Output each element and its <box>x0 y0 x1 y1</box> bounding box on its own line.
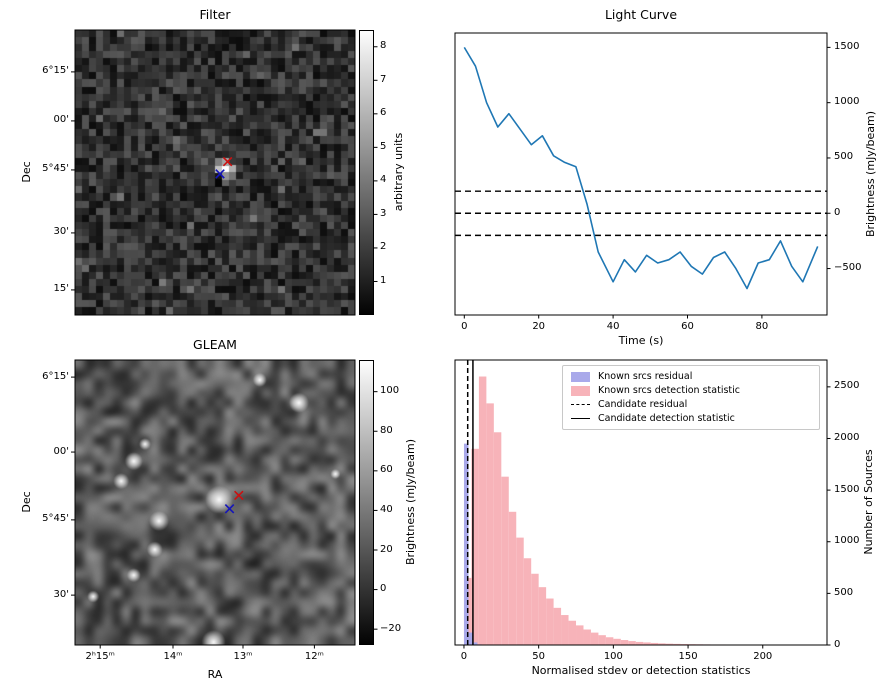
gleam-colorbar-tick-label: 40 <box>380 503 393 515</box>
gleam-title: GLEAM <box>193 337 237 352</box>
gleam-colorbar-tick-label: 100 <box>380 385 400 397</box>
gleam-colorbar-tick-label: 20 <box>380 543 393 555</box>
legend-patch-swatch <box>571 371 590 382</box>
gleam-ylabel: Dec <box>20 491 33 513</box>
histogram-xtick-label: 200 <box>753 651 773 662</box>
light-curve-xtick-label: 40 <box>606 321 620 332</box>
gleam-xtick-label: 2ʰ15ᵐ <box>85 651 115 662</box>
legend-item-label: Candidate residual <box>598 399 688 410</box>
filter-ytick-label: 00' <box>53 114 69 126</box>
filter-colorbar <box>359 30 374 315</box>
filter-colorbar-tick-label: 7 <box>380 73 387 85</box>
gleam-image <box>75 360 355 645</box>
filter-colorbar-tick-label: 5 <box>380 140 387 152</box>
light-curve-ylabel: Brightness (mJy/beam) <box>864 110 877 238</box>
legend-item-label: Known srcs residual <box>598 371 693 382</box>
light-curve-xlabel: Time (s) <box>618 334 664 347</box>
gleam-ytick-label: 6°15' <box>42 370 69 382</box>
light-curve-xtick-label: 20 <box>532 321 546 332</box>
filter-colorbar-label: arbitrary units <box>392 132 405 212</box>
light-curve-xtick-label: 80 <box>755 321 769 332</box>
filter-colorbar-tick-label: 8 <box>380 40 387 52</box>
light-curve-xtick-label: 60 <box>681 321 694 332</box>
filter-ytick-label: 6°15' <box>42 65 69 77</box>
filter-colorbar-tick-label: 1 <box>380 274 387 286</box>
histogram-ytick-label: 2500 <box>834 380 860 392</box>
filter-ytick-label: 30' <box>53 226 69 238</box>
gleam-colorbar-tick-label: 0 <box>380 583 387 595</box>
gleam-xtick-label: 14ᵐ <box>163 651 183 662</box>
histogram-xtick-label: 0 <box>460 651 468 662</box>
gleam-ytick-label: 30' <box>53 588 69 600</box>
light-curve-ytick-label: −500 <box>834 262 862 274</box>
histogram-ytick-label: 1000 <box>834 535 860 547</box>
filter-colorbar-tick-label: 3 <box>380 207 387 219</box>
gleam-xtick-label: 13ᵐ <box>233 651 253 662</box>
histogram-xtick-label: 100 <box>603 651 623 662</box>
legend-item: Known srcs detection statistic <box>571 385 811 396</box>
filter-colorbar-tick-label: 6 <box>380 107 387 119</box>
light-curve-ytick-label: 500 <box>834 151 854 163</box>
histogram-ytick-label: 1500 <box>834 483 860 495</box>
legend-item: Known srcs residual <box>571 371 811 382</box>
histogram-ytick-label: 500 <box>834 586 854 598</box>
light-curve-xtick-label: 0 <box>461 321 468 332</box>
filter-title: Filter <box>199 7 231 22</box>
gleam-colorbar-label: Brightness (mJy/beam) <box>404 438 417 566</box>
filter-ytick-label: 15' <box>53 283 69 295</box>
light-curve-ytick-label: 1000 <box>834 96 860 108</box>
legend-item-label: Candidate detection statistic <box>598 413 735 424</box>
histogram-legend: Known srcs residual Known srcs detection … <box>562 365 820 430</box>
gleam-colorbar-tick-label: 80 <box>380 424 393 436</box>
legend-item: Candidate detection statistic <box>571 413 811 424</box>
histogram-ytick-label: 2000 <box>834 431 860 443</box>
histogram-xlabel: Normalised stdev or detection statistics <box>531 664 751 677</box>
histogram-xtick-label: 50 <box>532 651 546 662</box>
gleam-xtick-label: 12ᵐ <box>304 651 324 662</box>
light-curve-title: Light Curve <box>604 7 678 22</box>
gleam-colorbar <box>359 360 374 645</box>
histogram-ylabel: Number of Sources <box>862 449 875 555</box>
gleam-ytick-label: 00' <box>53 445 69 457</box>
gleam-xlabel: RA <box>207 668 223 681</box>
histogram-xtick-label: 150 <box>678 651 698 662</box>
histogram-ytick-label: 0 <box>834 638 841 650</box>
light-curve-ytick-label: 0 <box>834 206 841 218</box>
gleam-colorbar-tick-label: 60 <box>380 464 393 476</box>
filter-colorbar-tick-label: 4 <box>380 174 387 186</box>
legend-item-label: Known srcs detection statistic <box>598 385 740 396</box>
gleam-colorbar-tick-label: −20 <box>380 622 402 634</box>
filter-colorbar-tick-label: 2 <box>380 241 387 253</box>
legend-line-swatch <box>571 418 590 419</box>
gleam-ytick-label: 5°45' <box>42 513 69 525</box>
legend-line-swatch <box>571 404 590 405</box>
filter-ytick-label: 5°45' <box>42 163 69 175</box>
legend-patch-swatch <box>571 385 590 396</box>
filter-image <box>75 30 355 315</box>
legend-item: Candidate residual <box>571 399 811 410</box>
light-curve-ytick-label: 1500 <box>834 40 860 52</box>
